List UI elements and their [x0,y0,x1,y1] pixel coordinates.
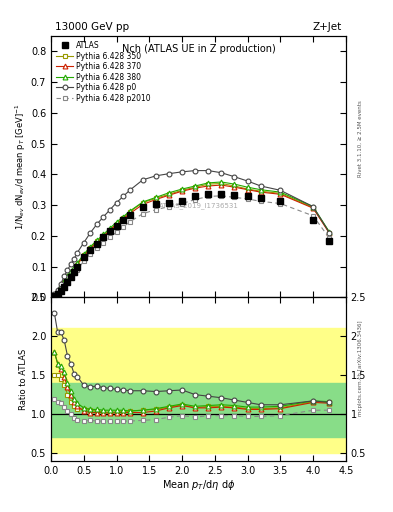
Bar [51,329,346,453]
Text: 13000 GeV pp: 13000 GeV pp [55,22,129,32]
X-axis label: Mean $p_T$/d$\eta$ d$\phi$: Mean $p_T$/d$\eta$ d$\phi$ [162,478,235,493]
Bar [51,383,346,437]
Text: Nch (ATLAS UE in Z production): Nch (ATLAS UE in Z production) [121,44,275,54]
Y-axis label: 1/N$_{ev}$ dN$_{ev}$/d mean p$_T$ [GeV]$^{-1}$: 1/N$_{ev}$ dN$_{ev}$/d mean p$_T$ [GeV]$… [14,103,28,230]
Text: mcplots.cern.ch [arXiv:1306.3436]: mcplots.cern.ch [arXiv:1306.3436] [358,321,363,416]
Y-axis label: Ratio to ATLAS: Ratio to ATLAS [19,349,28,410]
Text: Rivet 3.1.10, ≥ 2.5M events: Rivet 3.1.10, ≥ 2.5M events [358,100,363,177]
Legend: ATLAS, Pythia 6.428 350, Pythia 6.428 370, Pythia 6.428 380, Pythia 6.428 p0, Py: ATLAS, Pythia 6.428 350, Pythia 6.428 37… [55,39,152,104]
Text: Z+Jet: Z+Jet [313,22,342,32]
Text: ATLAS_2019_I1736531: ATLAS_2019_I1736531 [158,202,239,209]
